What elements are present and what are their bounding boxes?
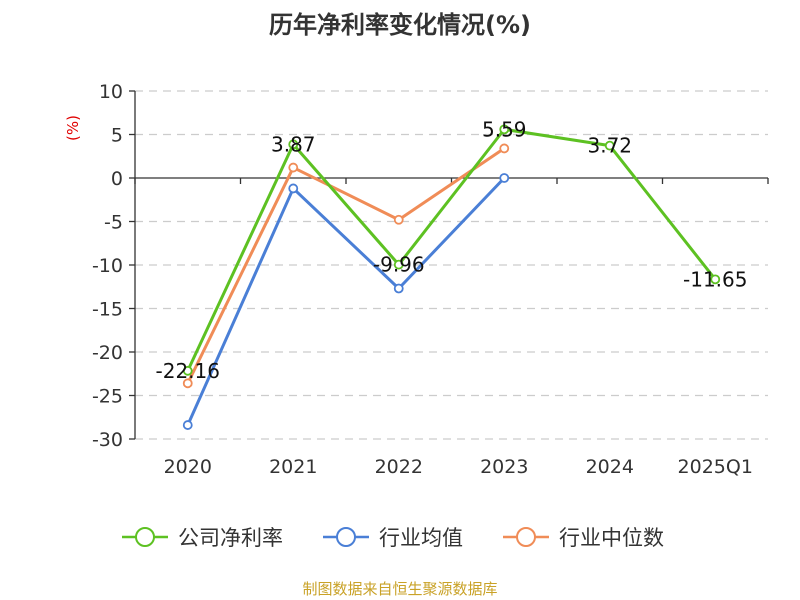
data-point	[393, 283, 404, 294]
data-point	[499, 173, 510, 183]
data-label: -9.96	[373, 253, 425, 277]
x-tick-label: 2025Q1	[678, 456, 753, 478]
legend-item: 行业中位数	[503, 526, 664, 550]
data-point	[182, 420, 193, 430]
legend-label: 公司净利率	[178, 526, 283, 550]
y-tick-label: -25	[92, 386, 123, 408]
series-2	[182, 143, 510, 389]
data-point	[288, 183, 299, 194]
data-labels: -22.16 3.87 -9.96 5.59 3.72 -11.65	[156, 117, 748, 382]
x-tick-labels: 2020 2021 2022 2023 2024 2025Q1	[164, 456, 753, 478]
legend-marker	[135, 527, 155, 547]
series-group	[182, 124, 721, 430]
source-footer: 制图数据来自恒生聚源数据库	[302, 580, 497, 598]
y-tick-label: -10	[92, 255, 123, 277]
x-tick-label: 2024	[586, 456, 634, 478]
x-tick-label: 2022	[375, 456, 423, 478]
data-label: 3.72	[587, 134, 632, 158]
data-label: 3.87	[271, 132, 316, 156]
y-tick-label: 10	[99, 81, 123, 103]
x-tick-label: 2023	[480, 456, 528, 478]
x-tick-label: 2021	[269, 456, 317, 478]
legend: 公司净利率 行业均值 行业中位数	[122, 526, 664, 550]
y-tick-label: 0	[111, 168, 123, 190]
y-tick-label: -15	[92, 299, 123, 321]
series-line	[186, 147, 506, 384]
data-label: 5.59	[482, 117, 527, 141]
data-point	[288, 139, 299, 150]
series-0	[182, 124, 721, 376]
data-point	[182, 378, 193, 389]
legend-item: 公司净利率	[122, 526, 283, 550]
chart-title: 历年净利率变化情况(%)	[269, 11, 531, 39]
y-axis-label: (%)	[64, 115, 82, 141]
series-1	[182, 173, 510, 430]
x-tick-label: 2020	[164, 456, 212, 478]
data-point	[499, 124, 510, 135]
y-tick-labels: 10 5 0 -5 -10 -15 -20 -25 -30	[92, 81, 123, 451]
series-line	[186, 176, 506, 426]
data-point	[604, 140, 615, 151]
legend-label: 行业中位数	[559, 526, 664, 550]
y-tick-label: -5	[104, 212, 123, 234]
data-point	[393, 259, 404, 270]
legend-marker	[516, 527, 536, 547]
y-tick-label: 5	[111, 125, 123, 147]
y-tick-label: -20	[92, 342, 123, 364]
data-point	[499, 143, 510, 154]
data-label: -22.16	[156, 359, 220, 383]
data-point	[182, 365, 193, 376]
legend-marker	[336, 527, 356, 547]
series-line	[186, 127, 717, 372]
legend-item: 行业均值	[323, 526, 463, 550]
data-point	[393, 214, 404, 225]
data-point	[710, 274, 721, 285]
axes	[129, 90, 769, 440]
data-label: -11.65	[683, 267, 747, 291]
y-tick-label: -30	[92, 429, 123, 451]
data-point	[288, 162, 299, 173]
grid-lines	[135, 90, 768, 440]
legend-label: 行业均值	[379, 526, 463, 550]
